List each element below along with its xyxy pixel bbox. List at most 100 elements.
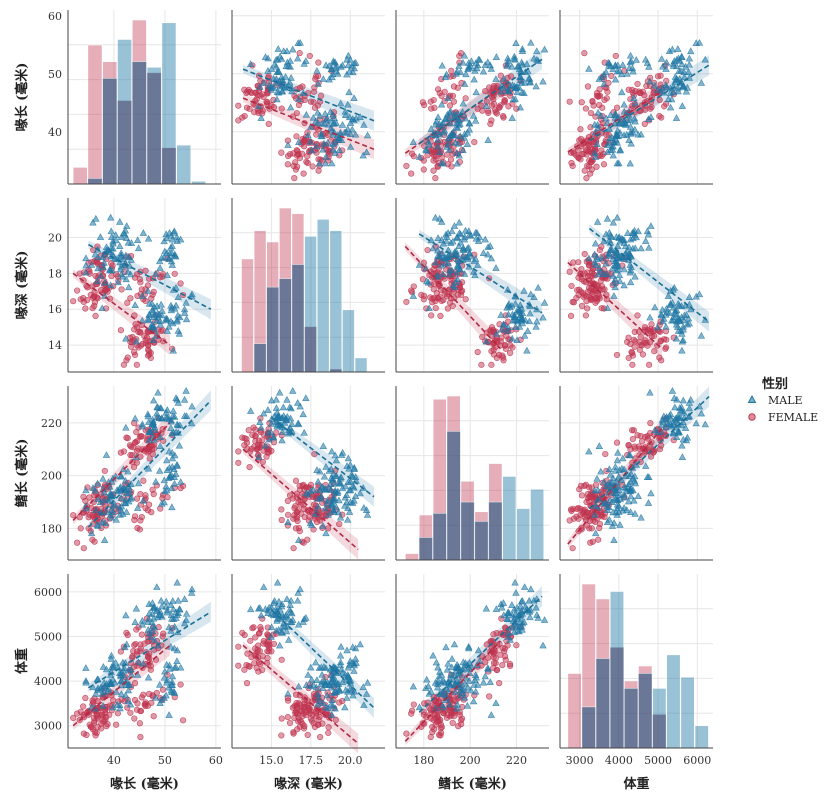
point-female [131, 516, 138, 524]
point-male [122, 423, 130, 431]
point-male [182, 387, 190, 394]
point-female [293, 109, 300, 117]
point-male [682, 87, 691, 95]
point-female [625, 86, 632, 93]
point-male [681, 62, 690, 70]
point-female [92, 312, 99, 319]
point-female [131, 680, 139, 687]
point-female [497, 338, 504, 345]
point-male [697, 331, 706, 339]
point-male [511, 95, 519, 103]
point-female [446, 102, 454, 109]
point-male [324, 138, 332, 146]
panel-bill_length-vs-bill_depth [231, 10, 385, 185]
point-male [455, 218, 463, 226]
point-male [504, 87, 513, 95]
point-female [583, 498, 590, 506]
point-male [646, 388, 654, 396]
point-female [293, 699, 300, 707]
point-male [346, 130, 355, 137]
point-female [129, 654, 136, 661]
panel-flipper_length-vs-body_mass [559, 386, 713, 561]
point-male [82, 254, 90, 262]
point-male [341, 111, 350, 118]
point-male [595, 442, 603, 450]
point-female [131, 715, 138, 722]
point-male [332, 64, 340, 71]
point-male [283, 47, 291, 55]
point-male [637, 244, 645, 252]
point-female [315, 167, 322, 174]
legend-male-marker [747, 394, 757, 403]
panel-bill_depth-vs-bill_depth [231, 198, 385, 373]
point-male [524, 327, 532, 334]
point-female [295, 714, 302, 721]
point-male [674, 87, 682, 95]
point-female [296, 50, 303, 57]
point-male [518, 45, 527, 52]
point-male [671, 77, 679, 85]
point-female [252, 645, 259, 652]
point-female [255, 437, 263, 444]
point-male [613, 126, 622, 134]
point-male [474, 55, 483, 63]
point-male [606, 146, 615, 154]
point-male [276, 388, 284, 396]
hist-overlap [610, 647, 624, 748]
point-male [264, 54, 272, 62]
point-female [651, 348, 658, 355]
point-female [583, 151, 590, 158]
point-male [138, 316, 147, 324]
point-female [120, 448, 127, 455]
point-male [99, 253, 107, 261]
hist-overlap [279, 278, 292, 372]
y-axis-label-body_mass: 体重 [14, 648, 30, 674]
panel-bill_length-vs-flipper_length [395, 10, 549, 185]
point-male [144, 234, 153, 242]
point-male [299, 410, 307, 418]
point-male [600, 80, 608, 87]
point-male [131, 301, 139, 309]
point-female [501, 342, 509, 349]
point-female [278, 105, 285, 112]
point-male [345, 88, 353, 96]
point-male [620, 116, 628, 124]
point-female [448, 163, 455, 170]
point-male [99, 263, 108, 271]
point-female [578, 143, 585, 150]
point-male [461, 114, 470, 122]
point-female [581, 167, 588, 174]
point-female [177, 484, 184, 492]
point-male [168, 503, 176, 511]
y-tick-label: 180 [41, 522, 62, 535]
point-female [265, 120, 272, 127]
point-female [77, 708, 84, 715]
legend-label-female: FEMALE [768, 411, 818, 424]
hist-bar-male [502, 476, 517, 561]
point-female [313, 518, 321, 526]
point-female [124, 299, 131, 306]
point-female [449, 302, 456, 310]
point-female [90, 293, 97, 300]
point-male [515, 83, 523, 91]
point-male [424, 137, 433, 145]
hist-overlap [161, 147, 177, 184]
point-female [84, 296, 91, 304]
point-male [526, 78, 534, 86]
point-female [304, 702, 312, 709]
point-male [293, 54, 302, 62]
point-male [328, 70, 337, 78]
point-female [291, 175, 298, 182]
point-male [620, 100, 628, 108]
point-male [609, 65, 617, 73]
point-female [80, 703, 87, 710]
point-male [431, 213, 440, 221]
point-female [658, 114, 665, 121]
point-male [172, 394, 180, 402]
point-male [272, 404, 281, 411]
point-male [144, 410, 152, 418]
x-tick-label: 20.0 [338, 754, 363, 767]
point-female [137, 491, 144, 498]
point-female [137, 433, 144, 440]
point-male [520, 583, 529, 590]
